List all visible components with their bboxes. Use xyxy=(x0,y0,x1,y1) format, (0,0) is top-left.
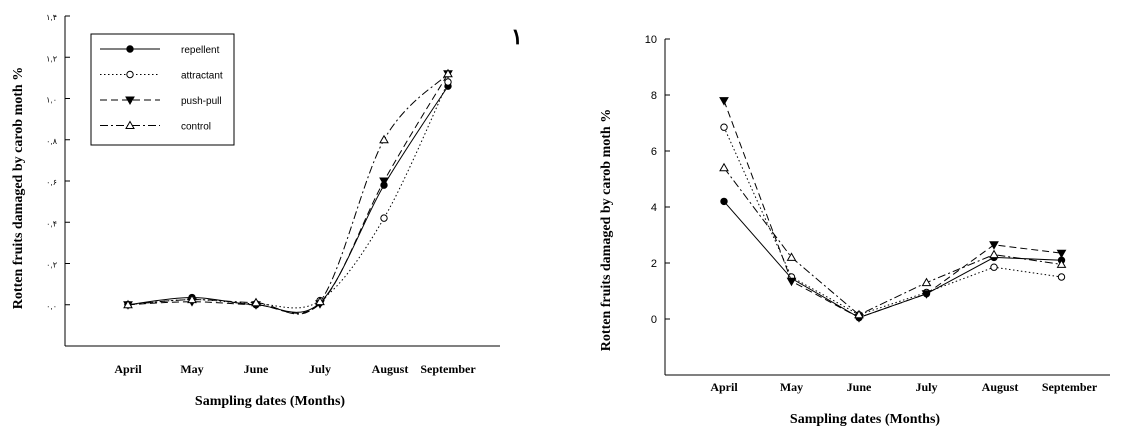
data-point-push-pull xyxy=(379,177,389,187)
x-tick-label: June xyxy=(244,362,269,376)
corner-mark: ۱ xyxy=(511,24,523,50)
legend-marker-push-pull xyxy=(125,96,135,106)
series-line-push-pull xyxy=(127,73,449,314)
legend-label-control: control xyxy=(181,122,211,133)
data-point-push-pull xyxy=(989,241,999,250)
data-point-attractant xyxy=(444,78,452,86)
left-chart: ۰,۰ ۰,۲ ۰,۴ ۰,۶ ۰,۸ ۱,۰ ۱,۲ ۱,۴ April May June July… xyxy=(11,13,523,409)
legend-marker-attractant xyxy=(126,70,134,79)
data-point-control xyxy=(921,277,932,287)
data-point-attractant xyxy=(990,263,998,271)
data-point-control xyxy=(315,296,325,306)
y-tick-label: ۱,۴ xyxy=(46,13,57,22)
data-point-control xyxy=(251,297,261,307)
legend-marker-control xyxy=(125,120,135,129)
y-tick-label: ۱,۰ xyxy=(46,96,57,105)
y-tick-label: 4 xyxy=(651,202,657,214)
y-tick-label: ۰,۲ xyxy=(46,261,57,270)
y-tick-label: ۰,۸ xyxy=(46,137,58,146)
legend-label-attractant: attractant xyxy=(181,71,223,82)
x-tick-label: April xyxy=(114,362,142,376)
data-point-control xyxy=(786,252,797,261)
legend-marker-repellent xyxy=(126,45,134,53)
x-axis-title: Sampling dates (Months) xyxy=(790,412,940,427)
x-tick-label: September xyxy=(420,362,476,376)
y-axis-title: Rotten fruits damaged by carob moth % xyxy=(599,109,614,351)
data-point-push-pull xyxy=(786,277,797,287)
data-point-push-pull xyxy=(921,290,932,299)
y-tick-label: ۰,۴ xyxy=(46,219,57,228)
x-axis-title: Sampling dates (Months) xyxy=(195,394,345,409)
data-point-control xyxy=(443,68,453,78)
x-tick-label: June xyxy=(847,380,872,394)
legend-label-repellent: repellent xyxy=(181,45,220,56)
data-point-control xyxy=(379,134,389,144)
y-tick-label: ۱,۲ xyxy=(46,54,57,63)
y-tick-label: 8 xyxy=(651,90,657,102)
data-point-control xyxy=(854,309,864,319)
x-tick-label: May xyxy=(780,380,803,394)
legend-label-push-pull: push-pull xyxy=(181,96,222,107)
y-tick-label: 6 xyxy=(651,146,657,158)
x-tick-label: April xyxy=(710,380,738,394)
series-line-push-pull xyxy=(723,100,1062,319)
data-point-control xyxy=(989,249,999,259)
legend: repellent attractant push-pull control xyxy=(90,33,235,146)
y-tick-label: ۰,۰ xyxy=(46,302,57,311)
y-tick-label: ۰,۶ xyxy=(46,178,57,187)
series-line-control xyxy=(723,167,1062,316)
x-tick-label: August xyxy=(372,362,409,376)
y-tick-label: 0 xyxy=(651,314,657,326)
data-point-attractant xyxy=(1057,273,1066,281)
data-point-control xyxy=(1056,259,1067,268)
data-point-control xyxy=(719,162,729,172)
x-tick-label: July xyxy=(309,362,331,376)
y-tick-label: 2 xyxy=(651,258,657,270)
data-point-control xyxy=(123,299,133,309)
x-tick-label: July xyxy=(915,380,937,394)
y-tick-label: 10 xyxy=(645,34,657,46)
data-point-attractant xyxy=(380,214,388,222)
series-line-repellent xyxy=(723,201,1062,319)
x-tick-label: May xyxy=(180,362,203,376)
data-point-repellent xyxy=(720,197,728,206)
x-tick-label: August xyxy=(982,380,1019,394)
y-axis-title: Rotten fruits damaged by carob moth % xyxy=(11,67,26,309)
data-point-push-pull xyxy=(719,97,729,106)
series-line-attractant xyxy=(723,126,1062,316)
right-chart: 0 2 4 6 8 10 April May June July August September Sa… xyxy=(599,34,1110,427)
data-point-attractant xyxy=(720,123,728,131)
data-point-push-pull xyxy=(1056,249,1067,259)
data-point-control xyxy=(187,294,197,304)
x-tick-label: September xyxy=(1042,380,1098,394)
legend-box xyxy=(90,33,235,146)
